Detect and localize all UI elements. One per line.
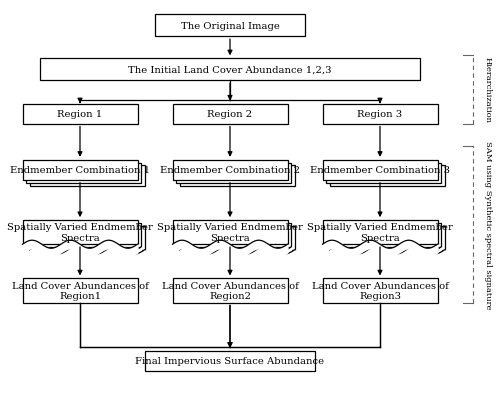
Text: Endmember Combination 3: Endmember Combination 3 bbox=[310, 166, 450, 175]
Text: Land Cover Abundances of
Region3: Land Cover Abundances of Region3 bbox=[312, 281, 448, 300]
Text: Spatially Varied Endmember
Spectra: Spatially Varied Endmember Spectra bbox=[7, 223, 153, 242]
Bar bbox=[330, 226, 444, 250]
Bar bbox=[172, 279, 288, 303]
Bar bbox=[22, 279, 138, 303]
Text: Spatially Varied Endmember
Spectra: Spatially Varied Endmember Spectra bbox=[157, 223, 303, 242]
Bar bbox=[322, 221, 438, 245]
Text: Region 1: Region 1 bbox=[58, 110, 102, 119]
Bar bbox=[176, 163, 291, 183]
Bar bbox=[172, 221, 288, 245]
Text: The Initial Land Cover Abundance 1,2,3: The Initial Land Cover Abundance 1,2,3 bbox=[128, 66, 332, 75]
Bar bbox=[22, 160, 138, 180]
Text: SAM using Synthetic spectral signature: SAM using Synthetic spectral signature bbox=[484, 140, 492, 309]
Text: Spatially Varied Endmember
Spectra: Spatially Varied Endmember Spectra bbox=[307, 223, 453, 242]
Bar bbox=[155, 15, 305, 37]
Text: The Original Image: The Original Image bbox=[180, 22, 280, 30]
Bar bbox=[22, 104, 138, 124]
Text: Land Cover Abundances of
Region2: Land Cover Abundances of Region2 bbox=[162, 281, 298, 300]
Text: Endmember Combination 1: Endmember Combination 1 bbox=[10, 166, 150, 175]
Bar bbox=[30, 166, 144, 186]
Bar bbox=[330, 166, 444, 186]
Bar bbox=[326, 163, 441, 183]
Bar bbox=[30, 226, 144, 250]
Text: Hierarchization: Hierarchization bbox=[484, 57, 492, 123]
Bar bbox=[322, 279, 438, 303]
Bar bbox=[26, 223, 141, 247]
Text: Endmember Combination 2: Endmember Combination 2 bbox=[160, 166, 300, 175]
Bar bbox=[326, 223, 441, 247]
Bar bbox=[172, 104, 288, 124]
Text: Land Cover Abundances of
Region1: Land Cover Abundances of Region1 bbox=[12, 281, 148, 300]
Bar bbox=[180, 166, 294, 186]
Bar bbox=[40, 59, 420, 81]
Bar bbox=[145, 351, 315, 371]
Bar bbox=[322, 104, 438, 124]
Bar bbox=[180, 226, 294, 250]
Bar bbox=[322, 160, 438, 180]
Bar bbox=[22, 221, 138, 245]
Text: Region 3: Region 3 bbox=[358, 110, 403, 119]
Text: Region 2: Region 2 bbox=[208, 110, 252, 119]
Bar bbox=[172, 160, 288, 180]
Text: Final Impervious Surface Abundance: Final Impervious Surface Abundance bbox=[136, 356, 324, 365]
Bar bbox=[26, 163, 141, 183]
Bar bbox=[176, 223, 291, 247]
